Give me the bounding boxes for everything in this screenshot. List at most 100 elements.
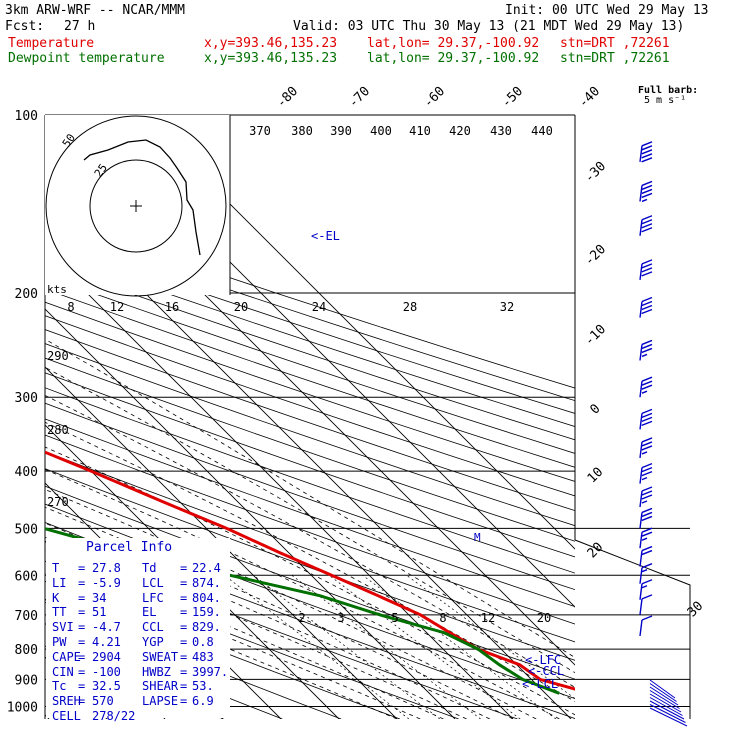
wind-barb-full [641, 339, 653, 346]
wind-barb [639, 579, 653, 600]
wind-barb [639, 141, 653, 163]
parcel-key: CELL [52, 709, 81, 723]
parcel-key: LFC [142, 590, 164, 605]
hodograph-ring-outer [45, 115, 227, 297]
temperature-latlon: lat,lon= 29.37,-100.92 [367, 36, 540, 51]
m-label: M [474, 531, 481, 544]
wind-barb-half [641, 353, 648, 358]
wind-panel-lines [574, 539, 691, 719]
parcel-value: 570 [92, 694, 114, 709]
wind-barb-full [641, 343, 653, 350]
moist-adiabat-line [45, 573, 398, 719]
pressure-tick-label: 200 [15, 287, 38, 302]
lcl-label: <-LCL [522, 677, 558, 691]
wind-barb-full [641, 486, 653, 492]
parcel-row: TT = 51 EL = 159. [46, 604, 230, 620]
dry-adiabat-line [45, 262, 575, 441]
wind-barb [639, 563, 653, 584]
wind-barb-full [641, 416, 653, 423]
wind-barb-full [641, 223, 653, 229]
parcel-key: Tc [52, 679, 67, 694]
parcel-value: 51 [92, 605, 107, 620]
wind-barb-staff [639, 263, 643, 280]
wind-barb-full [641, 259, 653, 265]
parcel-equals: = [78, 561, 86, 575]
wind-barb-staff [639, 344, 643, 361]
wind-barb-low [649, 707, 688, 727]
temperature-station: stn=DRT ,72261 [560, 36, 670, 51]
moist-adiabat-line [45, 446, 575, 716]
pressure-tick-label: 100 [15, 109, 38, 124]
parcel-key: LAPSE [142, 694, 179, 709]
wind-barb [639, 339, 653, 361]
parcel-row: Tc = 32.5 SHEAR = 53. [46, 678, 230, 694]
wind-barb-staff [639, 490, 643, 508]
wind-barb-full [641, 227, 653, 233]
wind-barb-full [641, 347, 653, 354]
hodograph-speed-label: 32 [500, 300, 514, 314]
parcel-key: T [52, 561, 60, 575]
wind-barb-staff [639, 567, 643, 584]
wind-barb-low [649, 704, 686, 723]
parcel-equals: = [78, 635, 86, 649]
wind-barb-full [641, 490, 653, 496]
isotherm-label: 0 [587, 401, 603, 417]
hodograph-background [45, 115, 230, 295]
wind-barb-full [641, 376, 653, 382]
wind-barb [639, 259, 653, 280]
wind-barb-full [641, 263, 653, 269]
parcel-key: LCL [142, 575, 164, 590]
theta-label: 440 [531, 124, 553, 138]
parcel-key: SVI [52, 620, 74, 635]
dry-adiabat-label: 270 [47, 495, 69, 509]
parcel-equals: = [180, 590, 188, 605]
wind-barb [639, 545, 653, 567]
init-time: Init: 00 UTC Wed 29 May 13 [505, 3, 709, 18]
dry-adiabat-line [45, 357, 575, 542]
wind-barb-full [641, 271, 653, 277]
wind-barb-low [649, 686, 679, 706]
dry-adiabat-line [45, 434, 575, 625]
hodograph-speed-label: 16 [165, 300, 179, 314]
wind-barb-full [641, 308, 653, 315]
isotherm-line [45, 424, 340, 719]
isotherm-label: 20 [585, 540, 607, 562]
parcel-value: 32.5 [92, 679, 121, 694]
dry-adiabat-line [45, 329, 575, 512]
wind-barb-half [641, 500, 648, 504]
dry-adiabat-line [45, 275, 575, 454]
valid-time: Valid: 03 UTC Thu 30 May 13 (21 MDT Wed … [293, 19, 685, 34]
wind-barb-full [641, 515, 653, 522]
wind-barb-full [641, 215, 653, 221]
pressure-tick-label: 1000 [7, 700, 38, 715]
parcel-row: K = 34 LFC = 804. [46, 590, 230, 606]
wind-barb [639, 462, 653, 484]
hodograph-ring-label: 50 [60, 131, 78, 149]
parcel-row: LI = -5.9 LCL = 874. [46, 575, 230, 591]
hodograph-trace [83, 139, 201, 256]
wind-barb [639, 486, 653, 508]
parcel-value: 34 [92, 590, 107, 605]
parcel-info-title: Parcel Info [86, 540, 173, 555]
parcel-key: PW [52, 635, 67, 649]
wind-barb-low [649, 679, 676, 699]
wind-barb-staff [639, 532, 643, 549]
parcel-row-cell: CELL 278/22 [46, 708, 230, 724]
wind-barb-half [641, 537, 648, 541]
model-title: 3km ARW-WRF -- NCAR/MMM [5, 3, 186, 18]
theta-label: 390 [330, 124, 352, 138]
wind-barb-staff [639, 185, 643, 202]
wind-barb-full [641, 507, 653, 514]
dry-adiabat-line [45, 418, 575, 608]
parcel-value: 278/22 [92, 709, 136, 723]
parcel-value: 22.4 [192, 561, 221, 575]
parcel-key: Td [142, 561, 157, 575]
isotherm-label: -10 [582, 322, 609, 349]
hodograph-speed-label: 24 [312, 300, 326, 314]
wind-barb-full [641, 384, 653, 390]
wind-barb-half [641, 569, 648, 573]
parcel-equals: = [78, 620, 86, 635]
parcel-equals: = [180, 664, 188, 679]
barb-legend-unit: 5 m s⁻¹ [644, 95, 687, 106]
theta-label: 380 [291, 124, 313, 138]
